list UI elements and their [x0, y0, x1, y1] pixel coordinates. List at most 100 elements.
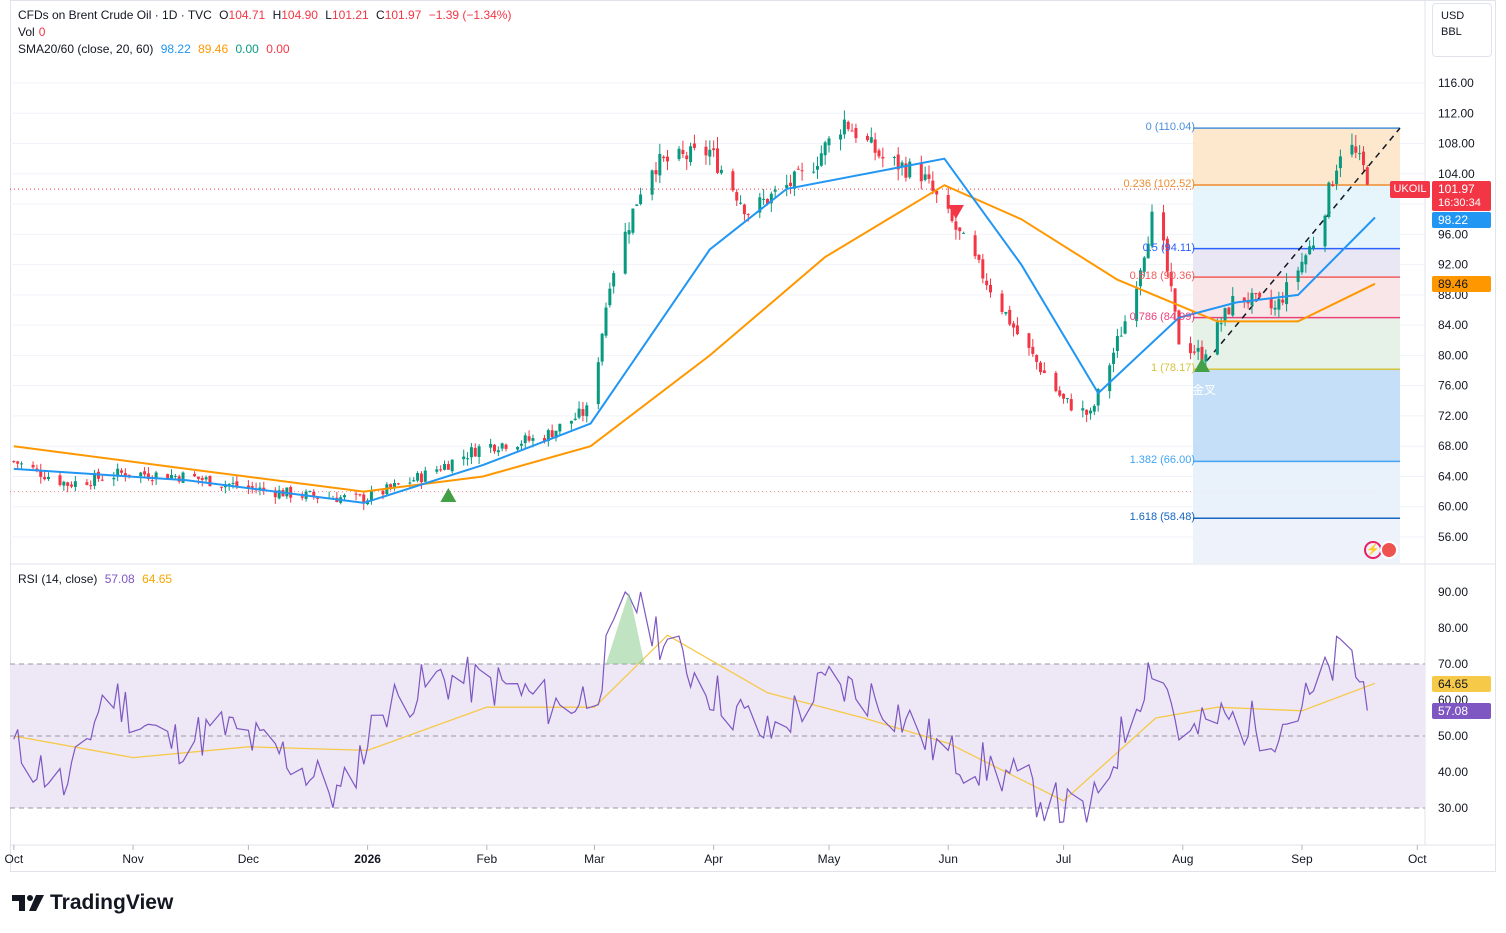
fibonacci-retracement[interactable] [1193, 127, 1401, 563]
candle-body [1038, 362, 1042, 373]
candle-body [842, 119, 846, 135]
candle-body [1088, 410, 1092, 414]
candle-body [1350, 144, 1354, 155]
candle-body [573, 418, 577, 421]
rsi-line [13, 590, 1368, 824]
candle-body [581, 409, 585, 416]
volume-legend[interactable]: Vol 0 [18, 24, 49, 40]
candle-body [1296, 270, 1300, 282]
tradingview-logo-icon [12, 895, 44, 911]
candle-body [435, 469, 439, 472]
low-value: 101.21 [331, 8, 369, 22]
price-axis[interactable]: 56.00 60.00 64.00 68.00 72.00 76.00 80.00 84.00… [10, 0, 1496, 846]
candle-body [1308, 246, 1312, 255]
candle-body [739, 202, 743, 204]
candle-body [200, 478, 204, 480]
fib-zone [1193, 461, 1400, 519]
unit-selector[interactable]: USD BBL [1432, 3, 1492, 57]
candle-body [731, 171, 735, 191]
time-axis[interactable]: Oct Nov Dec 2026 Feb Mar Apr May Jun Jul Aug Sep Oct [5, 845, 1428, 866]
symbol-title[interactable]: CFDs on Brent Crude Oil · 1D · TVC [18, 8, 212, 22]
candle-body [758, 197, 762, 213]
fib-label: 0.5 (94.11) [1142, 241, 1195, 254]
rsi-legend[interactable]: RSI (14, close) 57.08 64.65 [18, 571, 176, 587]
candle-body [169, 475, 173, 479]
candle-body [785, 184, 789, 189]
candle-body [1361, 151, 1365, 166]
fib-zone [1193, 248, 1400, 278]
price-tick-label: 68.00 [1438, 439, 1468, 453]
rsi-value: 57.08 [104, 572, 135, 586]
candle-body [989, 284, 993, 293]
candle-body [742, 204, 746, 215]
candle-body [900, 162, 904, 167]
last-price-tag: 101.97 16:30:34 [1432, 181, 1491, 211]
time-tick-label: Aug [1172, 852, 1193, 866]
candle-body [1311, 245, 1315, 248]
candle-body [735, 192, 739, 201]
fib-label: 0.236 (102.52) [1123, 178, 1195, 190]
candle-body [343, 495, 347, 498]
sma-legend[interactable]: SMA20/60 (close, 20, 60) 98.22 89.46 0.0… [18, 41, 294, 57]
time-tick-label: May [818, 852, 841, 866]
unit-label[interactable]: BBL [1441, 26, 1462, 38]
candle-body [150, 480, 154, 482]
candle-body [1135, 288, 1139, 321]
candle-body [396, 483, 400, 485]
symbol-legend[interactable]: CFDs on Brent Crude Oil · 1D · TVC O104.… [18, 7, 515, 23]
candle-body [550, 430, 554, 438]
candle-body [1269, 297, 1273, 309]
candle-body [950, 210, 954, 221]
us-flag-icon[interactable] [1380, 541, 1398, 559]
candle-body [381, 490, 385, 495]
sma20-line [13, 157, 1376, 504]
price-tick-label: 56.00 [1438, 530, 1468, 544]
candle-body [1250, 292, 1254, 306]
candle-body [1004, 311, 1008, 314]
currency-label[interactable]: USD [1441, 10, 1465, 22]
candle-body [812, 171, 816, 173]
candle-body [308, 491, 312, 493]
candle-body [1123, 321, 1127, 334]
candle-body [877, 150, 881, 157]
candle-body [1354, 146, 1358, 153]
time-tick-label: Apr [704, 852, 723, 866]
candle-body [516, 446, 520, 450]
symbol-tag: UKOIL [1390, 181, 1430, 198]
candle-body [873, 139, 877, 153]
candle-body [31, 464, 35, 468]
rsi-tick-label: 80.00 [1438, 621, 1468, 635]
candle-body [419, 473, 423, 483]
price-tick-label: 80.00 [1438, 348, 1468, 362]
candle-body [116, 468, 120, 477]
candle-body [112, 477, 116, 480]
candle-body [462, 456, 466, 460]
tradingview-logo[interactable]: TradingView [12, 891, 173, 915]
candle-body [623, 231, 627, 274]
chart-canvas[interactable]: 56.00 60.00 64.00 68.00 72.00 76.00 80.00 84.00… [0, 0, 1506, 872]
candle-body [792, 171, 796, 189]
candle-body [285, 487, 289, 497]
fib-trend-line [1199, 127, 1401, 370]
candle-body [35, 468, 39, 470]
fib-label: 1 (78.17) [1150, 362, 1195, 375]
candle-body [796, 168, 800, 170]
candle-body [631, 208, 635, 233]
candle-body [450, 459, 454, 472]
candle-body [865, 135, 869, 141]
candle-body [66, 482, 70, 486]
candle-body [466, 458, 470, 460]
candle-body [70, 484, 74, 487]
candle-body [423, 470, 427, 482]
time-tick-label: Sep [1291, 852, 1313, 866]
candle-body [73, 481, 77, 487]
candle-body [1150, 211, 1154, 247]
candle-body [931, 180, 935, 192]
candle-body [100, 479, 104, 481]
candle-body [1085, 409, 1089, 415]
candle-body [827, 138, 831, 146]
bar-countdown: 16:30:34 [1438, 197, 1481, 209]
tradingview-logo-text: TradingView [50, 891, 174, 914]
candle-body [127, 474, 131, 476]
